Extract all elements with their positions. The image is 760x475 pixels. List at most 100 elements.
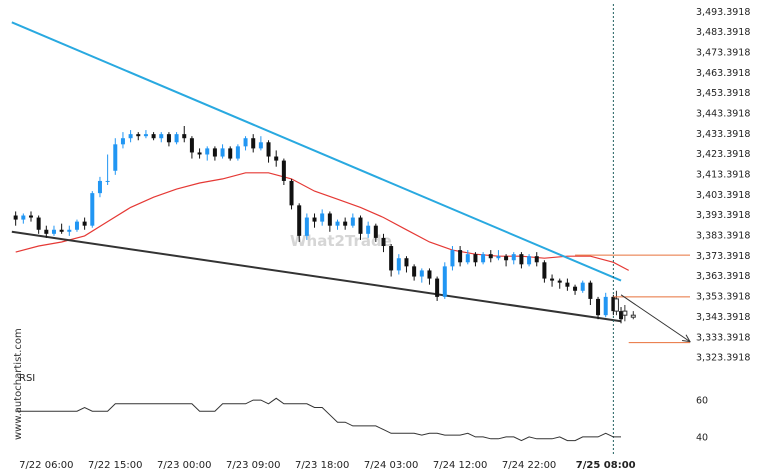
- y-tick-label: 3,473.3918: [696, 47, 750, 58]
- candle-body: [373, 225, 378, 238]
- candle-body: [335, 221, 340, 226]
- candle-body: [534, 256, 539, 263]
- candle-body: [603, 296, 608, 316]
- candle-body: [304, 217, 309, 236]
- candle-body: [243, 138, 248, 147]
- candle-body: [28, 215, 33, 218]
- support-trendline: [11, 230, 622, 323]
- candle-body: [557, 280, 562, 283]
- x-tick-label: 7/24 12:00: [433, 460, 487, 471]
- candle-body: [611, 296, 616, 312]
- x-tick-label: 7/22 06:00: [19, 460, 73, 471]
- candle-body: [580, 282, 585, 291]
- candle-body: [465, 254, 470, 263]
- y-tick-label: 3,443.3918: [696, 109, 750, 120]
- candle-body: [442, 266, 447, 297]
- forecast-candle-body: [630, 314, 636, 318]
- y-tick-label: 3,383.3918: [696, 231, 750, 242]
- candle-body: [21, 215, 26, 220]
- candle-body: [97, 180, 102, 194]
- y-tick-label: 3,423.3918: [696, 149, 750, 160]
- y-tick-label: 3,403.3918: [696, 190, 750, 201]
- candle-body: [228, 148, 233, 159]
- watermark-logo: What2Trade: [290, 232, 392, 250]
- moving-average-layer: [15, 172, 629, 271]
- candle-body: [573, 286, 578, 291]
- resistance-trendline: [11, 21, 622, 282]
- site-label: www.autochartist.com: [13, 328, 24, 440]
- rsi-tick-label: 40: [696, 432, 708, 443]
- candle-body: [396, 258, 401, 271]
- y-tick-label: 3,333.3918: [696, 332, 750, 343]
- x-tick-label: 7/23 18:00: [295, 460, 349, 471]
- candle-body: [205, 148, 210, 155]
- candle-body: [588, 282, 593, 299]
- y-tick-label: 3,463.3918: [696, 68, 750, 79]
- candle-body: [511, 254, 516, 261]
- candle-body: [289, 180, 294, 206]
- candle-body: [419, 270, 424, 277]
- y-tick-label: 3,413.3918: [696, 170, 750, 181]
- candle-body: [13, 215, 18, 220]
- rsi-layer: [15, 397, 621, 442]
- x-tick-label: 7/25 08:00: [576, 460, 636, 471]
- candle-body: [266, 142, 271, 157]
- candle-body: [327, 213, 332, 226]
- candle-body: [619, 311, 624, 320]
- moving-average-line: [15, 172, 629, 271]
- candle-body: [212, 148, 217, 157]
- candle-body: [44, 229, 49, 234]
- candle-body: [366, 225, 371, 234]
- rsi-line: [15, 397, 621, 442]
- candle-body: [481, 254, 486, 263]
- y-tick-label: 3,373.3918: [696, 251, 750, 262]
- candle-body: [105, 180, 110, 182]
- candle-body: [82, 221, 87, 226]
- y-tick-label: 3,343.3918: [696, 312, 750, 323]
- candle-body: [488, 254, 493, 259]
- y-tick-label: 3,483.3918: [696, 27, 750, 38]
- rsi-label: RSI: [19, 373, 35, 384]
- candle-body: [519, 254, 524, 265]
- candle-body: [90, 193, 95, 226]
- candle-body: [128, 134, 133, 139]
- y-tick-label: 3,433.3918: [696, 129, 750, 140]
- level-layer: [575, 254, 691, 344]
- candle-body: [565, 282, 570, 287]
- candle-body: [59, 229, 64, 232]
- forecast-candle-body: [613, 298, 619, 312]
- y-tick-label: 3,453.3918: [696, 88, 750, 99]
- candle-body: [596, 298, 601, 316]
- candle-body: [473, 254, 478, 263]
- x-tick-label: 7/23 00:00: [157, 460, 211, 471]
- candle-body: [527, 256, 532, 265]
- candle-body: [504, 256, 509, 261]
- y-tick-label: 3,393.3918: [696, 210, 750, 221]
- candle-body: [458, 250, 463, 263]
- candle-body: [550, 278, 555, 281]
- candle-body: [343, 221, 348, 226]
- candle-body: [358, 217, 363, 234]
- candle-body: [159, 134, 164, 139]
- x-axis-tick-labels: 7/22 06:00 7/22 15:00 7/23 00:00 7/23 09:00…: [19, 460, 636, 471]
- candle-body: [251, 138, 256, 149]
- candle-body: [281, 160, 286, 181]
- candle-body: [450, 250, 455, 267]
- candle-body: [67, 229, 72, 232]
- candle-body: [51, 229, 56, 234]
- candle-body: [143, 134, 148, 137]
- projection-arrow: [620, 294, 691, 343]
- x-tick-label: 7/24 03:00: [364, 460, 418, 471]
- candle-body: [235, 146, 240, 159]
- y-tick-label: 3,323.3918: [696, 353, 750, 364]
- x-tick-label: 7/23 09:00: [226, 460, 280, 471]
- candle-body: [258, 142, 263, 149]
- candle-body: [496, 256, 501, 259]
- candle-body: [189, 138, 194, 153]
- candle-body: [120, 138, 125, 145]
- trendline-layer: [11, 4, 622, 456]
- candle-body: [542, 262, 547, 279]
- x-tick-label: 7/22 15:00: [88, 460, 142, 471]
- candle-body: [136, 134, 141, 137]
